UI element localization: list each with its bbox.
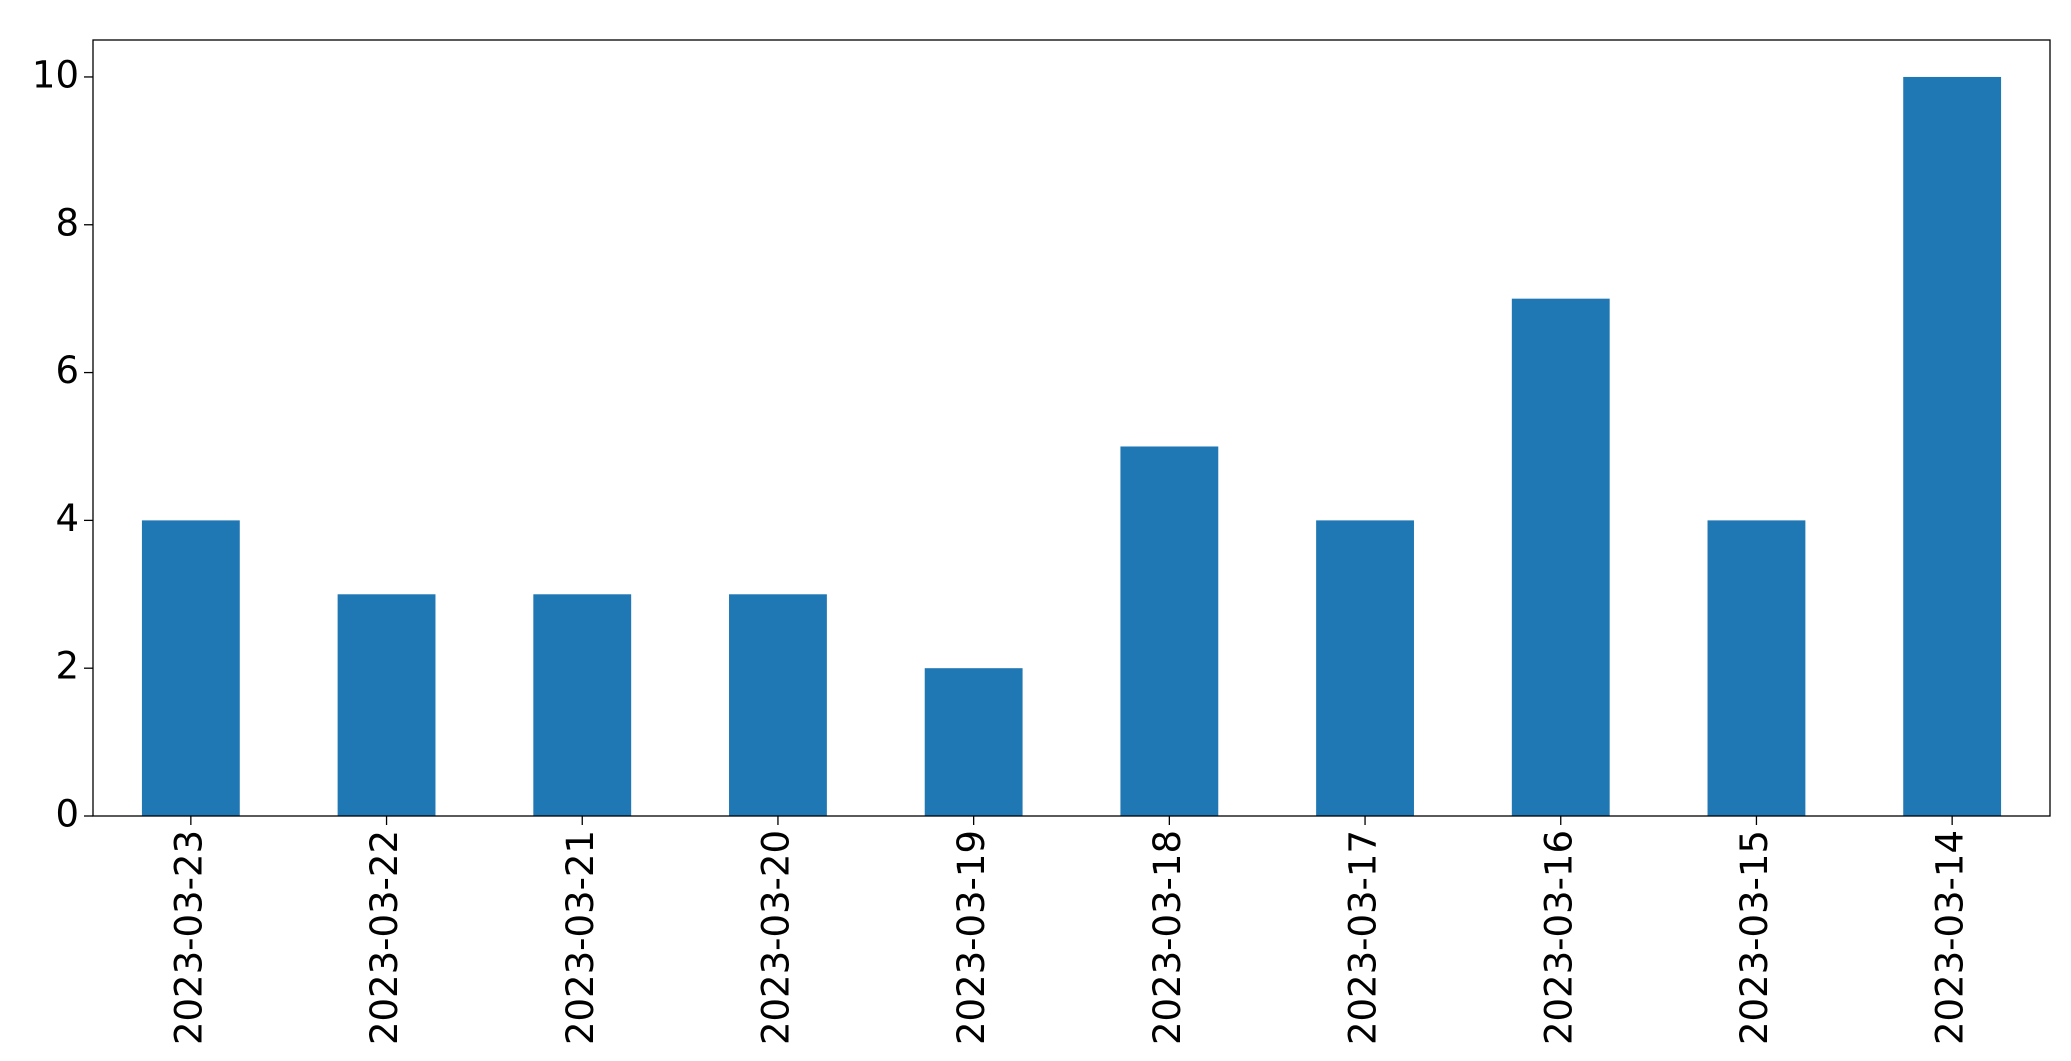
bar [141, 520, 240, 816]
bar [533, 594, 632, 816]
x-tick-label: 2023-03-21 [559, 830, 602, 1045]
x-tick-label: 2023-03-15 [1733, 830, 1776, 1045]
x-tick-label: 2023-03-17 [1342, 830, 1385, 1045]
y-tick-label: 10 [32, 53, 79, 96]
y-tick-label: 4 [55, 497, 79, 540]
y-tick-label: 8 [55, 201, 79, 244]
y-tick-label: 6 [55, 349, 79, 392]
y-tick-label: 2 [55, 645, 79, 688]
plot-frame [92, 39, 2051, 817]
x-tick-label: 2023-03-19 [950, 830, 993, 1045]
x-tick-label: 2023-03-22 [363, 830, 406, 1045]
bar [1903, 76, 2002, 816]
x-tick-label: 2023-03-16 [1537, 830, 1580, 1045]
x-tick-label: 2023-03-23 [167, 830, 210, 1045]
bar [1316, 520, 1414, 816]
bar [337, 594, 436, 816]
y-tick-label: 0 [55, 793, 79, 836]
x-tick-label: 2023-03-20 [754, 830, 797, 1045]
x-tick-label: 2023-03-18 [1146, 830, 1189, 1045]
bar [1511, 298, 1610, 817]
bar [729, 594, 827, 816]
bar [1120, 446, 1219, 816]
bar [924, 668, 1023, 816]
x-tick-label: 2023-03-14 [1929, 830, 1972, 1045]
bar [1707, 520, 1806, 816]
